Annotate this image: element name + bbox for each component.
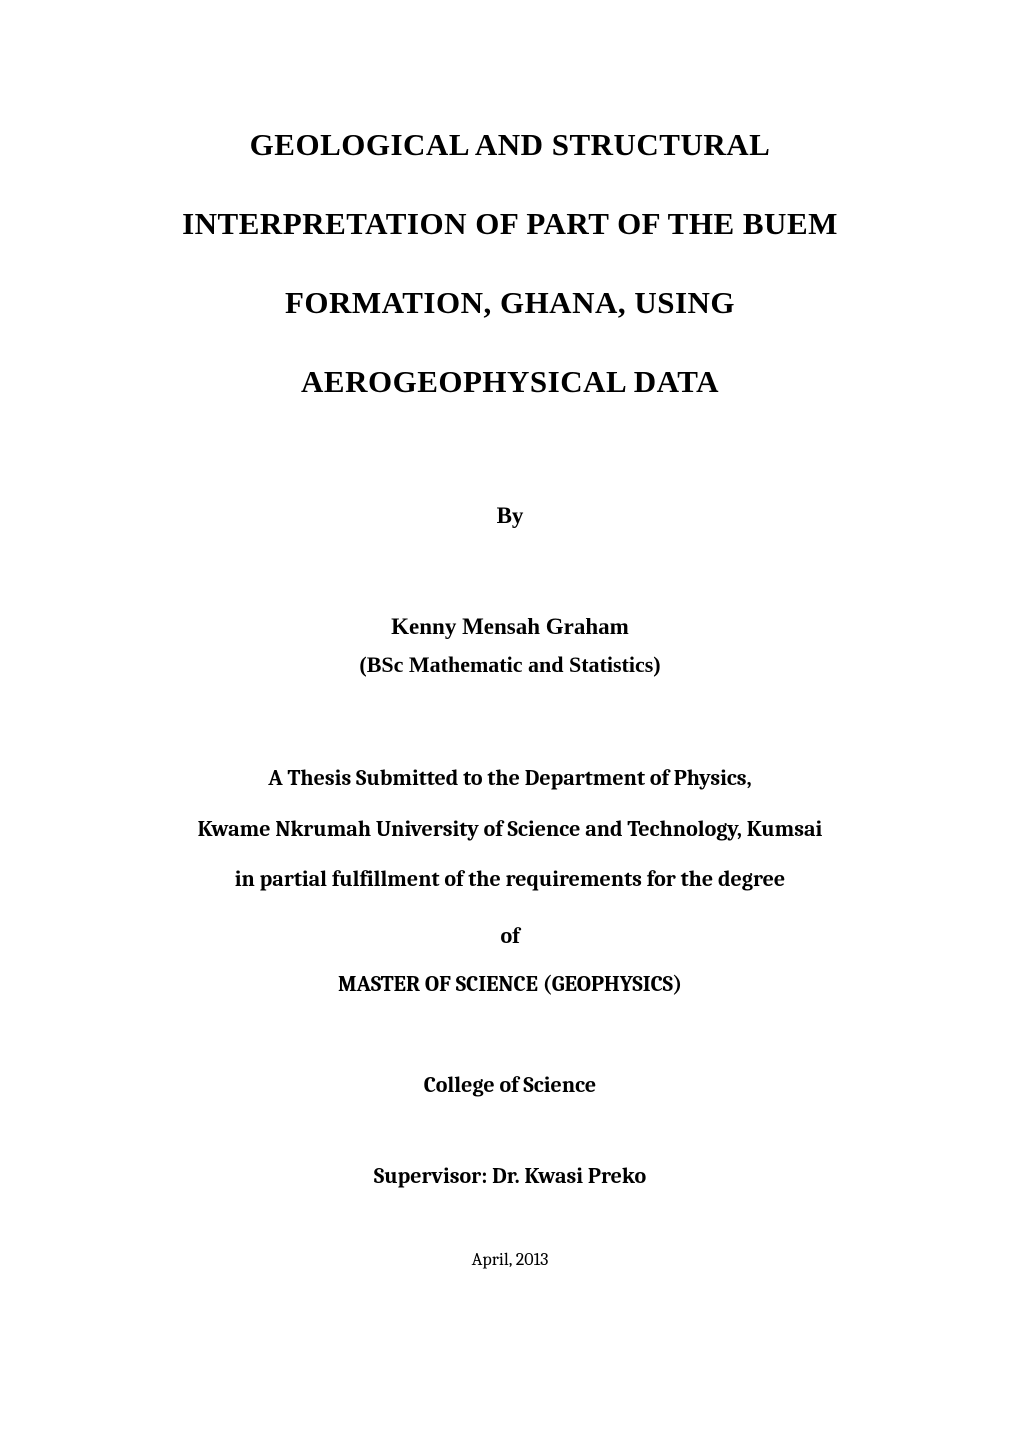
thesis-title: GEOLOGICAL AND STRUCTURAL INTERPRETATION… [130,105,890,421]
title-line-4: AEROGEOPHYSICAL DATA [130,342,890,421]
by-label: By [130,503,890,529]
title-line-3: FORMATION, GHANA, USING [130,263,890,342]
submission-statement: A Thesis Submitted to the Department of … [130,753,890,997]
thesis-title-page: GEOLOGICAL AND STRUCTURAL INTERPRETATION… [0,0,1020,1441]
college-name: College of Science [130,1072,890,1098]
author-name: Kenny Mensah Graham [130,614,890,640]
supervisor-name: Supervisor: Dr. Kwasi Preko [130,1163,890,1189]
degree-name: MASTER OF SCIENCE (GEOPHYSICS) [130,971,890,997]
submission-line-3: in partial fulfillment of the requiremen… [130,854,890,905]
title-line-2: INTERPRETATION OF PART OF THE BUEM [130,184,890,263]
of-label: of [130,923,890,949]
title-line-1: GEOLOGICAL AND STRUCTURAL [130,105,890,184]
author-block: Kenny Mensah Graham (BSc Mathematic and … [130,614,890,678]
submission-date: April, 2013 [130,1249,890,1270]
submission-line-2: Kwame Nkrumah University of Science and … [130,804,890,855]
author-prior-degree: (BSc Mathematic and Statistics) [130,652,890,678]
submission-line-1: A Thesis Submitted to the Department of … [130,753,890,804]
